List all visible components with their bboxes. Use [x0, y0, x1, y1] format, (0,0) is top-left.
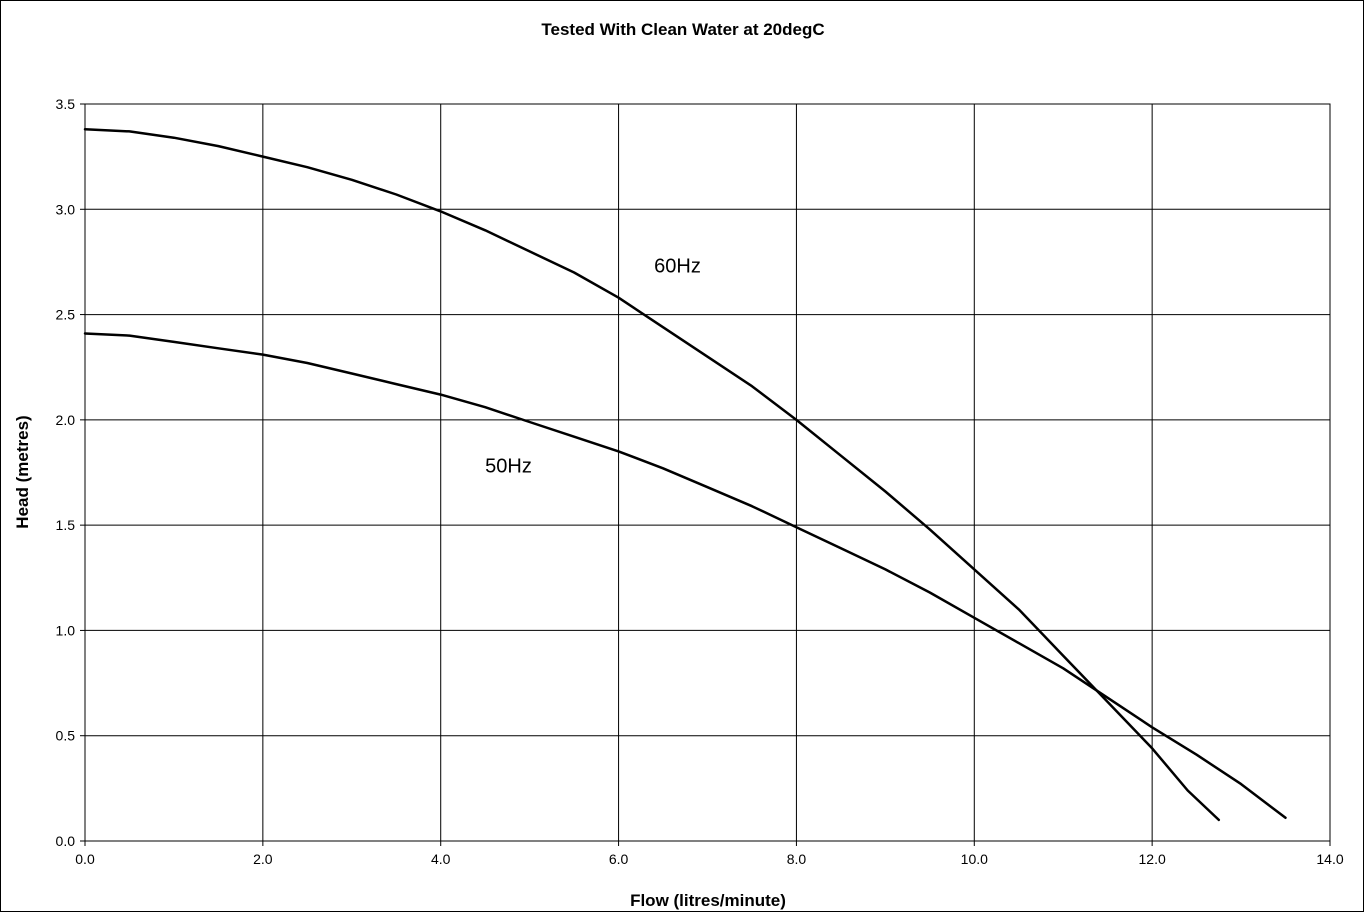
series-lines — [83, 128, 1287, 822]
y-tick-label: 2.0 — [56, 412, 76, 428]
x-tick-label: 0.0 — [75, 851, 95, 867]
series-annotations: 60Hz 50Hz — [485, 255, 701, 477]
x-tick-label: 14.0 — [1316, 851, 1343, 867]
x-tick-label: 10.0 — [961, 851, 988, 867]
y-tick-label: 3.5 — [56, 96, 76, 112]
x-axis-label: Flow (litres/minute) — [630, 891, 786, 910]
x-tick-labels: 0.0 2.0 4.0 6.0 8.0 10.0 12.0 14.0 — [75, 851, 1344, 867]
plot-area-border — [84, 103, 1331, 842]
x-tick-label: 8.0 — [787, 851, 807, 867]
x-tick-label: 12.0 — [1139, 851, 1166, 867]
y-tick-label: 2.5 — [56, 307, 76, 323]
y-tick-label: 0.0 — [56, 833, 76, 849]
series-label-50hz: 50Hz — [485, 456, 532, 478]
y-tick-label: 1.0 — [56, 622, 76, 638]
x-tick-label: 4.0 — [431, 851, 451, 867]
x-tick-label: 6.0 — [609, 851, 629, 867]
chart-title: Tested With Clean Water at 20degC — [541, 20, 824, 39]
y-tick-label: 0.5 — [56, 728, 76, 744]
series-line-50hz — [83, 332, 1287, 820]
y-tick-label: 1.5 — [56, 517, 76, 533]
grid-lines — [80, 103, 1331, 846]
y-axis-label: Head (metres) — [13, 415, 32, 528]
x-tick-label: 2.0 — [253, 851, 273, 867]
series-label-60hz: 60Hz — [654, 255, 701, 277]
series-line-60hz — [83, 128, 1221, 822]
y-tick-labels: 0.0 0.5 1.0 1.5 2.0 2.5 3.0 3.5 — [56, 96, 76, 849]
y-tick-label: 3.0 — [56, 201, 76, 217]
